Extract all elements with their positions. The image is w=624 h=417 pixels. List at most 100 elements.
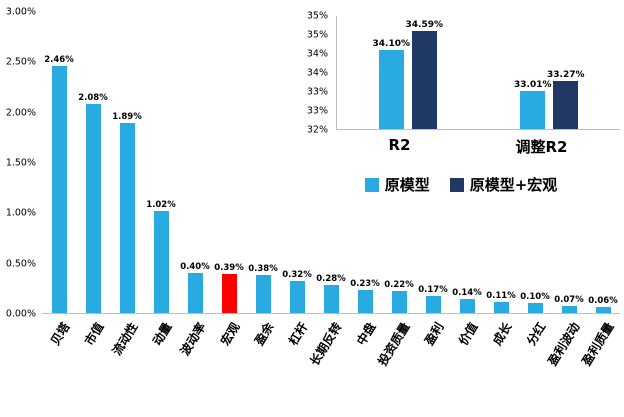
bar	[553, 81, 579, 129]
x-slot: 盈余	[246, 316, 280, 416]
legend-item: 原模型+宏观	[449, 174, 558, 195]
inset-y-axis: 32% 33% 33% 34% 34% 35% 35%	[298, 11, 332, 136]
bar-group: 0.28%	[314, 12, 348, 313]
x-axis-label: 动量	[149, 320, 175, 348]
x-axis-label: 调整R2	[515, 138, 568, 156]
legend-item: 原模型	[364, 174, 430, 195]
y-tick-label: 0.50%	[5, 258, 36, 270]
bar-value-label: 0.17%	[418, 284, 448, 295]
bar-group: 34.10% 34.59%	[372, 16, 443, 129]
x-axis-label: 盈利	[421, 320, 447, 348]
bar	[323, 284, 339, 313]
y-tick-label: 32%	[306, 124, 328, 136]
x-slot: 投资质量	[375, 316, 416, 416]
bar-value-label: 0.06%	[588, 295, 618, 306]
y-tick-label: 2.50%	[5, 56, 36, 68]
bar-group: 1.02%	[144, 12, 178, 313]
y-tick-label: 34%	[306, 48, 328, 60]
bar-group: 1.89%	[110, 12, 144, 313]
bar-group: 0.10%	[518, 12, 552, 313]
y-tick-label: 1.00%	[5, 207, 36, 219]
x-axis-label: 流动性	[109, 320, 141, 359]
bar	[561, 305, 577, 313]
x-axis-label: 盈余	[251, 320, 277, 348]
x-slot: 价值	[450, 316, 484, 416]
x-axis-label: 成长	[489, 320, 515, 348]
inset-plot-area: 34.10% 34.59% 33.01% 33.27%	[336, 16, 620, 130]
bar	[187, 272, 203, 313]
y-tick-label: 33%	[306, 86, 328, 98]
bar-value-label: 0.07%	[554, 294, 584, 305]
x-slot: 长期反转	[307, 316, 348, 416]
bar	[221, 273, 237, 313]
bar-group: 0.23%	[348, 12, 382, 313]
bar-value-label: 2.46%	[44, 55, 74, 66]
x-slot: 流动性	[110, 316, 144, 416]
bar	[357, 289, 373, 313]
chart-legend: 原模型 原模型+宏观	[298, 174, 624, 195]
bar-value-label: 1.89%	[112, 112, 142, 123]
bar-group: 0.32%	[280, 12, 314, 313]
x-slot: 中盘	[348, 316, 382, 416]
bar	[459, 298, 475, 313]
bar-wrapper: 33.27%	[547, 16, 585, 129]
x-slot: 分红	[518, 316, 552, 416]
bar	[527, 302, 543, 313]
bar-wrapper: 34.59%	[406, 16, 443, 129]
bar-group: 2.46%	[42, 12, 76, 313]
legend-swatch	[449, 177, 464, 192]
bar-value-label: 1.02%	[146, 199, 176, 210]
bar-value-label: 0.22%	[384, 279, 414, 290]
bar-group: 33.01% 33.27%	[514, 16, 585, 129]
legend-swatch	[364, 177, 379, 192]
x-axis-label: 杠杆	[285, 320, 311, 348]
x-slot: 成长	[484, 316, 518, 416]
inset-x-axis: R2 调整R2	[336, 136, 620, 160]
legend-label: 原模型	[384, 176, 430, 194]
x-axis-label: 波动率	[177, 320, 209, 359]
main-x-axis: 贝塔 市值 流动性 动量 波动率 宏观 盈余 杠杆 长期反转 中盘 投资质量 盈利 价值 成长 分红 盈利波动…	[42, 316, 620, 416]
legend-label: 原模型+宏观	[469, 176, 558, 194]
x-slot: 动量	[144, 316, 178, 416]
bar	[425, 295, 441, 313]
x-axis-label: 市值	[81, 320, 107, 348]
main-plot-area: 2.46% 2.08% 1.89% 1.02% 0.40% 0.39% 0.38% 0.32%…	[42, 12, 620, 314]
bar-value-label: 33.27%	[547, 70, 585, 81]
x-slot: 盈利波动	[545, 316, 586, 416]
bar-value-label: 0.40%	[180, 261, 210, 272]
y-tick-label: 33%	[306, 105, 328, 117]
bar	[411, 31, 437, 129]
bar-group: 0.17%	[416, 12, 450, 313]
bar-group: 0.22%	[382, 12, 416, 313]
bar-value-label: 0.32%	[282, 269, 312, 280]
x-slot: 宏观	[212, 316, 246, 416]
bar-group: 0.11%	[484, 12, 518, 313]
bar-group: 0.39%	[212, 12, 246, 313]
bar	[153, 210, 169, 313]
y-tick-label: 3.00%	[5, 6, 36, 18]
x-axis-label: 中盘	[353, 320, 379, 348]
bar-value-label: 34.59%	[405, 20, 444, 31]
bar-value-label: 34.10%	[372, 38, 411, 49]
x-slot: 盈利	[416, 316, 450, 416]
y-tick-label: 2.00%	[5, 107, 36, 119]
x-slot: 贝塔	[42, 316, 76, 416]
bar-group: 2.08%	[76, 12, 110, 313]
bar	[595, 306, 611, 313]
bar	[391, 290, 407, 313]
bar-group: 0.40%	[178, 12, 212, 313]
bar-value-label: 33.01%	[514, 79, 552, 90]
bar-value-label: 0.10%	[520, 291, 550, 302]
bar	[289, 280, 305, 313]
bar-wrapper: 33.01%	[514, 16, 552, 129]
bar	[493, 301, 509, 313]
bar-group: 0.06%	[586, 12, 620, 313]
x-axis-label: R2	[388, 136, 411, 154]
bar-value-label: 0.39%	[214, 262, 244, 273]
bar	[119, 123, 135, 313]
bar	[51, 66, 67, 313]
x-axis-label: 贝塔	[47, 320, 73, 348]
y-tick-label: 0.00%	[5, 308, 36, 320]
x-slot: 波动率	[178, 316, 212, 416]
y-tick-label: 35%	[306, 10, 328, 22]
